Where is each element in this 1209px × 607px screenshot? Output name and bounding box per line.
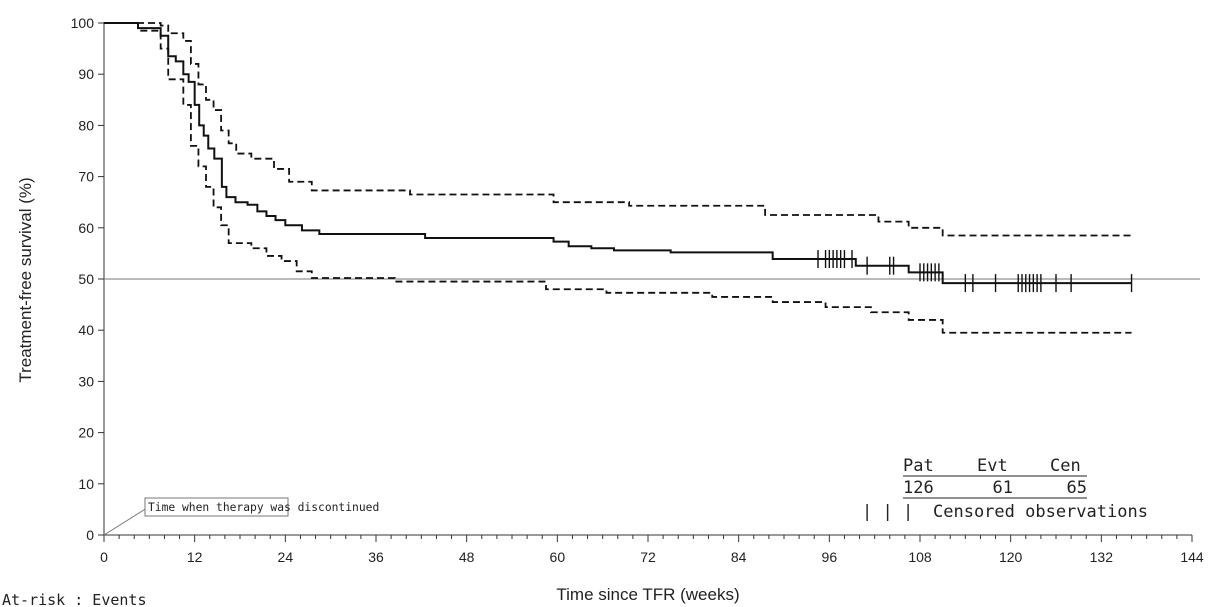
x-tick-label: 72 xyxy=(640,549,656,565)
x-tick-label: 24 xyxy=(278,549,294,565)
x-axis-title: Time since TFR (weeks) xyxy=(556,585,739,604)
table-header-evt: Evt xyxy=(977,456,1008,476)
x-tick-label: 132 xyxy=(1090,549,1114,565)
x-tick-label: 120 xyxy=(999,549,1023,565)
legend-censor-symbol: | | | xyxy=(862,502,913,522)
x-tick-label: 60 xyxy=(550,549,566,565)
legend: | | | Censored observations xyxy=(862,502,1148,522)
y-tick-label: 50 xyxy=(78,271,94,287)
table-value-evt: 61 xyxy=(993,478,1013,498)
y-tick-label: 60 xyxy=(78,220,94,236)
x-tick-label: 96 xyxy=(822,549,838,565)
annotation-text: Time when therapy was discontinued xyxy=(148,501,379,514)
y-tick-label: 100 xyxy=(71,15,95,31)
x-tick-label: 36 xyxy=(368,549,384,565)
y-tick-label: 40 xyxy=(78,322,94,338)
y-tick-label: 20 xyxy=(78,425,94,441)
y-tick-label: 30 xyxy=(78,373,94,389)
annotation: Time when therapy was discontinued xyxy=(103,497,379,536)
x-tick-label: 144 xyxy=(1180,549,1204,565)
x-tick-label: 0 xyxy=(100,549,108,565)
x-tick-label: 84 xyxy=(731,549,747,565)
y-tick-label: 70 xyxy=(78,169,94,185)
series-lower-ci xyxy=(104,22,1132,334)
x-tick-label: 12 xyxy=(187,549,203,565)
x-tick-label: 108 xyxy=(908,549,932,565)
annotation-leader-line xyxy=(103,507,148,536)
summary-table: Pat Evt Cen 126 61 65 xyxy=(903,456,1087,499)
table-value-pat: 126 xyxy=(903,478,934,498)
y-tick-label: 0 xyxy=(86,527,94,543)
y-tick-label: 80 xyxy=(78,117,94,133)
censor-marks xyxy=(817,250,1133,293)
series-group xyxy=(104,22,1132,334)
legend-text: Censored observations xyxy=(933,502,1148,522)
y-tick-label: 90 xyxy=(78,66,94,82)
table-header-cen: Cen xyxy=(1050,456,1081,476)
table-value-cen: 65 xyxy=(1067,478,1087,498)
annotation-box xyxy=(144,497,289,517)
series-estimate xyxy=(104,22,1132,285)
series-upper-ci xyxy=(104,22,1132,237)
footer-text: At-risk : Events xyxy=(2,591,147,607)
axes: 0 10 20 30 40 50 60 70 80 90 100 0 12 24 36 48 60 72 84 96 1… xyxy=(71,15,1204,565)
y-tick-label: 10 xyxy=(78,476,94,492)
y-axis-title: Treatment-free survival (%) xyxy=(16,177,35,382)
table-header-pat: Pat xyxy=(903,456,934,476)
x-tick-label: 48 xyxy=(459,549,475,565)
